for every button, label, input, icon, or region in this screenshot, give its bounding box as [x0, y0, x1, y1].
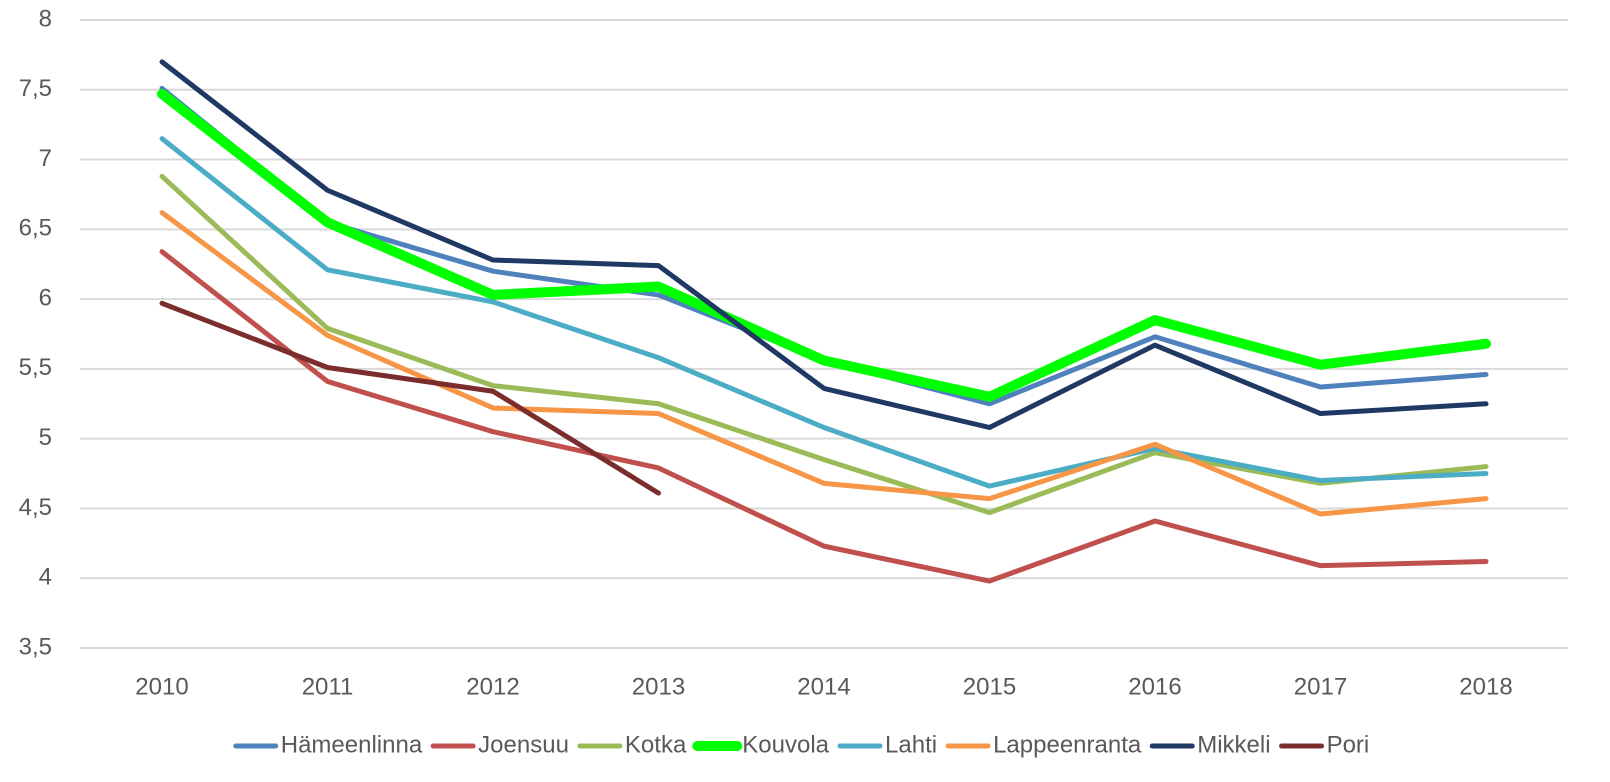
series-line: [159, 59, 1489, 431]
x-tick-label: 2016: [1128, 673, 1181, 700]
y-tick-label: 8: [39, 5, 52, 32]
y-tick-label: 4,5: [19, 494, 52, 521]
series-line: [157, 88, 1491, 402]
series-line: [159, 249, 1489, 584]
x-tick-label: 2014: [797, 673, 850, 700]
y-tick-label: 7: [39, 145, 52, 172]
y-tick-label: 6: [39, 284, 52, 311]
x-tick-label: 2011: [302, 673, 354, 700]
y-tick-label: 4: [39, 564, 52, 591]
legend-label: Pori: [1327, 731, 1370, 758]
series-line: [159, 210, 1489, 517]
x-tick-label: 2010: [135, 673, 188, 700]
x-tick-label: 2017: [1294, 673, 1347, 700]
legend-label: Hämeenlinna: [281, 731, 423, 758]
legend-label: Lappeenranta: [993, 731, 1142, 758]
legend-label: Joensuu: [478, 731, 569, 758]
x-tick-label: 2018: [1459, 673, 1512, 700]
legend-label: Kouvola: [742, 731, 829, 758]
series-line: [159, 300, 661, 496]
y-tick-label: 5: [39, 424, 52, 451]
legend-label: Lahti: [885, 731, 937, 758]
y-tick-label: 5,5: [19, 354, 52, 381]
x-tick-label: 2013: [632, 673, 685, 700]
x-tick-label: 2012: [466, 673, 519, 700]
y-tick-label: 3,5: [19, 633, 52, 660]
y-tick-label: 6,5: [19, 215, 52, 242]
series-line: [159, 173, 1489, 516]
series-line: [159, 136, 1489, 489]
y-tick-label: 7,5: [19, 75, 52, 102]
x-tick-label: 2015: [963, 673, 1016, 700]
legend-label: Kotka: [625, 731, 687, 758]
legend-label: Mikkeli: [1197, 731, 1270, 758]
